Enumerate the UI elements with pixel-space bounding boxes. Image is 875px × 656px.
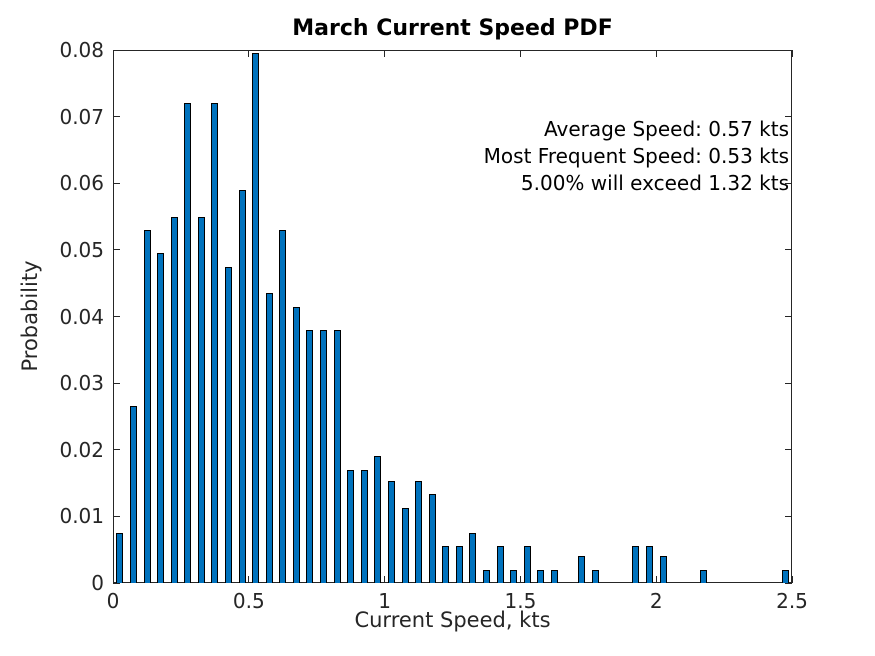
y-tick-mark <box>113 582 120 584</box>
histogram-bar <box>211 103 219 583</box>
y-tick-label: 0.08 <box>59 38 104 62</box>
y-tick-label: 0.04 <box>59 304 104 329</box>
histogram-bar <box>333 329 341 583</box>
chart-title: March Current Speed PDF <box>292 16 613 41</box>
y-tick-mark <box>113 449 120 451</box>
y-tick-mark <box>785 116 792 118</box>
x-tick-mark <box>519 576 521 583</box>
y-tick-label: 0.02 <box>59 437 104 462</box>
histogram-bar <box>550 569 558 583</box>
histogram-bar <box>700 569 708 583</box>
histogram-bar <box>455 546 463 583</box>
y-tick-label: 0.06 <box>59 171 104 196</box>
histogram-bar <box>143 229 151 583</box>
histogram-bar <box>279 229 287 583</box>
x-tick-label: 1 <box>378 589 391 613</box>
histogram-bar <box>252 53 260 583</box>
histogram-bar <box>347 469 355 583</box>
y-tick-mark <box>785 249 792 251</box>
y-tick-label: 0.03 <box>59 371 104 396</box>
x-tick-mark <box>112 50 114 57</box>
y-tick-mark <box>113 182 120 184</box>
histogram-bar <box>306 329 314 583</box>
annotation-line-average-speed: Average Speed: 0.57 kts <box>543 117 789 141</box>
histogram-bar <box>197 216 205 583</box>
histogram-bar <box>523 546 531 583</box>
histogram-bar <box>265 293 273 583</box>
histogram-bar <box>591 569 599 583</box>
histogram-bar <box>442 546 450 583</box>
y-tick-mark <box>785 515 792 517</box>
histogram-bar <box>632 546 640 583</box>
histogram-bar <box>292 306 300 583</box>
x-tick-label: 2 <box>649 589 663 613</box>
y-tick-mark <box>785 382 792 384</box>
annotation-text-block: Average Speed: 0.57 kts Most Frequent Sp… <box>484 116 789 197</box>
histogram-bar <box>781 569 789 583</box>
annotation-line-most-frequent-speed: Most Frequent Speed: 0.53 kts <box>483 144 789 168</box>
histogram-bar <box>320 329 327 583</box>
histogram-bar <box>415 481 423 583</box>
histogram-bar <box>428 494 436 583</box>
histogram-bar <box>184 103 192 583</box>
x-tick-mark <box>384 576 386 583</box>
histogram-bar <box>374 456 382 583</box>
y-tick-label: 0.05 <box>59 237 104 262</box>
histogram-bar <box>659 556 667 583</box>
x-tick-mark <box>655 576 657 583</box>
histogram-bar <box>387 481 395 583</box>
histogram-bar <box>510 569 518 583</box>
histogram-bar <box>360 469 368 583</box>
histogram-bar <box>401 507 409 583</box>
histogram-bar <box>645 546 653 583</box>
histogram-bar <box>170 216 178 583</box>
histogram-bar <box>116 533 124 583</box>
x-tick-mark <box>248 50 250 57</box>
histogram-bar <box>469 533 477 583</box>
x-tick-label: 1.5 <box>504 589 537 613</box>
histogram-bar <box>157 253 164 583</box>
y-tick-mark <box>113 116 120 118</box>
annotation-line-exceedance: 5.00% will exceed 1.32 kts <box>520 171 789 195</box>
x-tick-mark <box>112 576 114 583</box>
y-tick-label: 0.01 <box>59 504 104 529</box>
histogram-bar <box>129 406 137 583</box>
y-tick-mark <box>785 449 792 451</box>
x-tick-label: 0.5 <box>232 589 265 613</box>
x-tick-mark <box>248 576 250 583</box>
histogram-bar <box>238 189 246 583</box>
histogram-bar <box>496 546 504 583</box>
y-tick-label: 0 <box>91 571 104 595</box>
y-tick-label: 0.07 <box>59 104 104 129</box>
x-tick-label: 0 <box>106 589 120 613</box>
y-tick-mark <box>113 382 120 384</box>
plot-area: Average Speed: 0.57 kts Most Frequent Sp… <box>112 49 793 584</box>
y-tick-mark <box>785 316 792 317</box>
y-tick-mark <box>113 49 120 51</box>
y-tick-mark <box>113 316 120 317</box>
x-tick-mark <box>791 50 793 57</box>
y-tick-mark <box>785 182 792 184</box>
y-tick-mark <box>785 49 792 51</box>
x-tick-mark <box>655 50 657 57</box>
x-tick-label: 2.5 <box>776 589 808 613</box>
y-tick-mark <box>785 582 792 584</box>
x-tick-mark <box>519 50 521 57</box>
x-tick-mark <box>384 50 386 57</box>
histogram-bar <box>578 556 585 583</box>
x-tick-mark <box>791 576 793 583</box>
y-tick-mark <box>113 515 120 517</box>
histogram-bar <box>224 266 232 583</box>
x-axis-label: Current Speed, kts <box>354 608 551 632</box>
y-tick-mark <box>113 249 120 251</box>
histogram-bar <box>537 569 545 583</box>
histogram-bar <box>483 569 490 583</box>
